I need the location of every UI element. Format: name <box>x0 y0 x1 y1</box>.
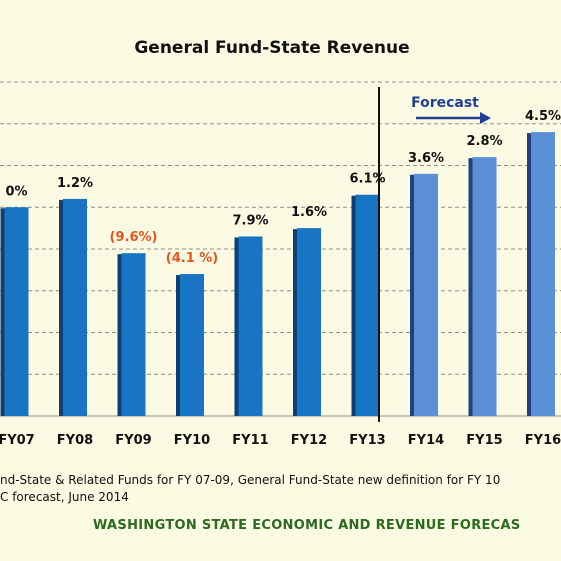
bar-side <box>176 275 180 416</box>
data-label: 7.9% <box>232 213 268 228</box>
bar <box>4 207 29 416</box>
x-tick-label: FY10 <box>174 433 210 448</box>
chart-title: General Fund-State Revenue <box>134 38 409 58</box>
x-axis-tick-labels: FY07 FY08 FY09 FY10 FY11 FY12 FY13 FY14 FY15 FY16 <box>0 433 561 448</box>
bar-side <box>0 208 5 416</box>
data-label: (4.1 %) <box>166 251 218 266</box>
x-tick-label: FY09 <box>115 433 151 448</box>
bar-side <box>234 237 239 416</box>
x-tick-label: FY14 <box>408 433 444 448</box>
bar <box>355 194 380 416</box>
x-tick-label: FY12 <box>291 433 327 448</box>
x-tick-label: FY08 <box>57 433 93 448</box>
x-tick-label: FY16 <box>525 433 561 448</box>
data-label: 0% <box>5 184 27 199</box>
data-labels: 0% 1.2% (9.6%) (4.1 %) 7.9% 1.6% 6.1% 3.6% 2.8% 4… <box>5 109 561 266</box>
bar <box>180 274 204 416</box>
data-label: 6.1% <box>349 172 385 187</box>
bar <box>472 157 497 416</box>
bar <box>414 173 438 416</box>
data-label: 2.8% <box>466 134 502 149</box>
gridlines <box>0 81 561 417</box>
bar <box>531 132 555 416</box>
bar-side <box>468 158 473 416</box>
footnote-line-1: nd-State & Related Funds for FY 07-09, G… <box>0 473 500 487</box>
x-tick-label: FY15 <box>466 433 502 448</box>
forecast-label: Forecast <box>411 95 479 111</box>
data-label: 1.2% <box>57 176 93 191</box>
source-credit: WASHINGTON STATE ECONOMIC AND REVENUE FO… <box>93 518 521 533</box>
bar-side <box>59 199 63 416</box>
data-label: 4.5% <box>525 109 561 124</box>
bar-side <box>527 133 531 416</box>
data-label: (9.6%) <box>110 230 158 245</box>
bar-side <box>117 254 122 416</box>
bar-group <box>0 132 555 416</box>
x-tick-label: FY11 <box>232 433 268 448</box>
bar <box>121 253 146 416</box>
data-label: 3.6% <box>408 151 444 166</box>
x-tick-label: FY07 <box>0 433 35 448</box>
footnote-line-2: C forecast, June 2014 <box>0 490 129 504</box>
bar-side <box>293 229 297 416</box>
forecast-arrow-icon <box>480 112 491 124</box>
bar <box>297 228 321 416</box>
bar <box>238 236 263 416</box>
data-label: 1.6% <box>291 205 327 220</box>
bar <box>63 198 87 416</box>
x-tick-label: FY13 <box>349 433 385 448</box>
bar-side <box>351 195 356 416</box>
bar-side <box>410 174 414 416</box>
